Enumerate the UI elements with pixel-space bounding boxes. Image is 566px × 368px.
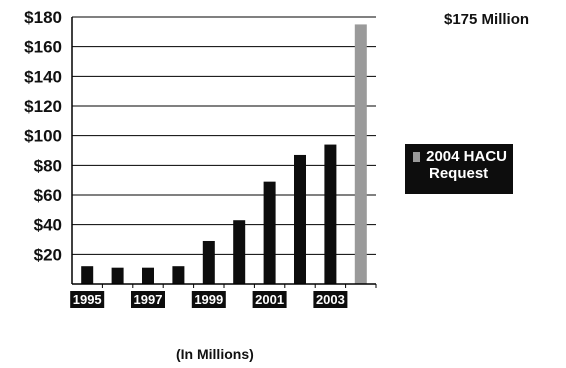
y-tick-label: $160 [24,38,62,57]
axes [71,17,377,288]
x-tick-label: 1995 [73,292,102,307]
bar-2001 [263,181,276,284]
x-tick-label-box [313,291,348,308]
x-tick-label: 1999 [194,292,223,307]
bar-1998 [172,266,185,284]
gridlines [72,16,376,255]
x-tick-label: 2003 [316,292,345,307]
y-tick-label: $80 [34,156,62,175]
legend-row: 2004 HACU [413,148,507,165]
x-tick-label-box [70,291,105,308]
bar-1996 [111,267,124,284]
x-tick-label-box [252,291,287,308]
bar-2004 [354,24,367,285]
bars [81,24,367,285]
bar-2003 [324,144,337,284]
y-tick-labels: $20 $40 $60 $80 $100 $120 $140 $160 $180 [24,8,62,264]
units-footnote: (In Millions) [176,346,254,362]
bar-2000 [233,220,246,284]
legend-label-line1: 2004 HACU [426,148,507,165]
x-tick-label-box [131,291,165,308]
y-tick-label: $40 [34,216,62,235]
y-tick-label: $60 [34,186,62,205]
legend-label-line2: Request [429,165,489,182]
bar-1997 [142,267,154,284]
x-tick-labels: 1995 1997 1999 2001 2003 [70,291,348,308]
bar-2002 [294,154,306,284]
y-tick-label: $100 [24,127,62,146]
y-tick-label: $180 [24,8,62,27]
y-tick-label: $20 [34,245,62,264]
x-tick-label: 2001 [255,292,284,307]
x-tick-label: 1997 [134,292,163,307]
bar-1995 [81,266,94,284]
y-tick-label: $140 [24,67,62,86]
y-tick-label: $120 [24,97,62,116]
legend: 2004 HACU Request [405,144,513,194]
total-annotation: $175 Million [444,11,530,28]
bar-1999 [202,240,215,284]
legend-swatch [413,151,421,162]
x-tick-label-box [191,291,226,308]
